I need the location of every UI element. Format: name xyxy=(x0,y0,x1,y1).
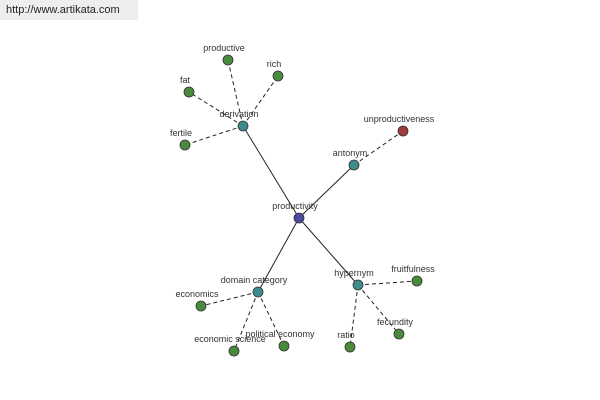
dashed-edge xyxy=(242,75,279,127)
node[interactable] xyxy=(397,125,409,137)
node-label[interactable]: fecundity xyxy=(377,317,414,327)
node[interactable] xyxy=(348,159,360,171)
node-label[interactable]: unproductiveness xyxy=(364,114,435,124)
node-label[interactable]: political economy xyxy=(245,329,315,339)
node[interactable] xyxy=(344,341,356,353)
node[interactable] xyxy=(272,70,284,82)
node[interactable] xyxy=(222,54,234,66)
node-label[interactable]: domain category xyxy=(221,275,288,285)
node[interactable] xyxy=(237,120,249,132)
dashed-edge xyxy=(353,130,404,166)
node[interactable] xyxy=(411,275,423,287)
site-url[interactable]: http://www.artikata.com xyxy=(0,0,138,20)
dashed-edge xyxy=(227,59,244,127)
node-label[interactable]: rich xyxy=(267,59,282,69)
node[interactable] xyxy=(179,139,191,151)
dashed-edge xyxy=(200,291,259,307)
node[interactable] xyxy=(228,345,240,357)
node[interactable] xyxy=(293,212,305,224)
dashed-edge xyxy=(357,284,400,335)
dashed-edge xyxy=(349,284,359,348)
edge xyxy=(257,217,300,293)
node-label[interactable]: economic science xyxy=(194,334,266,344)
node[interactable] xyxy=(352,279,364,291)
edge xyxy=(298,164,355,219)
node[interactable] xyxy=(195,300,207,312)
node-label[interactable]: derivation xyxy=(219,109,258,119)
dashed-edge xyxy=(257,291,285,347)
node-label[interactable]: fruitfulness xyxy=(391,264,435,274)
node-label[interactable]: economics xyxy=(175,289,219,299)
edge xyxy=(298,217,359,286)
dashed-edge xyxy=(233,291,259,352)
node-label[interactable]: ratio xyxy=(337,330,355,340)
node-label[interactable]: fat xyxy=(180,75,191,85)
node-label[interactable]: antonym xyxy=(333,148,368,158)
node-label[interactable]: fertile xyxy=(170,128,192,138)
node[interactable] xyxy=(393,328,405,340)
edge xyxy=(242,125,300,219)
node[interactable] xyxy=(183,86,195,98)
dashed-edge xyxy=(184,125,244,146)
node[interactable] xyxy=(278,340,290,352)
node[interactable] xyxy=(252,286,264,298)
dashed-edge xyxy=(188,91,244,127)
node-label[interactable]: hypernym xyxy=(334,268,374,278)
node-label[interactable]: productivity xyxy=(272,201,318,211)
dashed-edge xyxy=(357,280,418,286)
node-label[interactable]: productive xyxy=(203,43,245,53)
